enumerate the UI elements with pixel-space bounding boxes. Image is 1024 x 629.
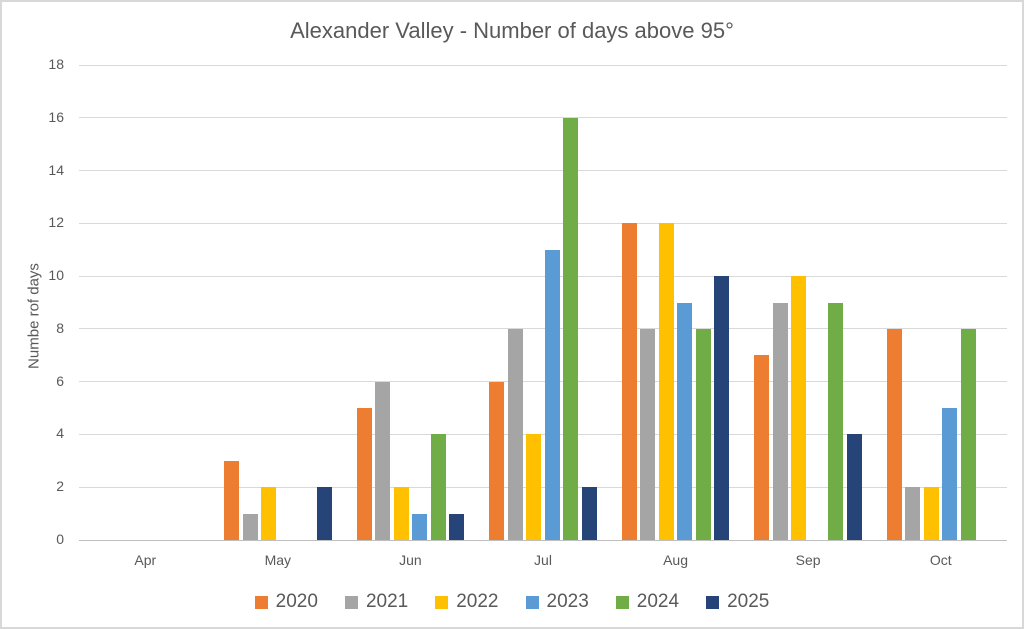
x-tick-label-jun: Jun <box>399 552 422 568</box>
chart-title: Alexander Valley - Number of days above … <box>290 18 734 43</box>
x-tick-label-sep: Sep <box>795 552 821 568</box>
legend-item-2021: 2021 <box>344 591 409 613</box>
bar-2024-sep <box>828 302 844 540</box>
bar-2022-jun <box>393 487 409 540</box>
gridline <box>79 486 1007 488</box>
y-tick-label: 18 <box>48 56 64 72</box>
bar-2025-may <box>316 487 332 540</box>
x-tick-label-apr: Apr <box>134 552 157 568</box>
x-tick-label-oct: Oct <box>929 552 952 568</box>
bar-2022-may <box>261 487 277 540</box>
x-tick-label-jul: Jul <box>534 552 552 568</box>
bar-2024-jun <box>430 434 446 540</box>
bar-2025-sep <box>846 434 862 540</box>
gridline <box>79 433 1007 435</box>
gridline <box>79 64 1007 66</box>
bar-2020-sep <box>754 355 770 540</box>
legend-swatch-icon <box>254 595 268 609</box>
bar-2023-jun <box>412 513 428 540</box>
legend-label: 2024 <box>636 591 680 612</box>
bar-2020-jun <box>356 408 372 540</box>
bar-2021-sep <box>772 302 788 540</box>
bar-2024-jul <box>563 117 579 540</box>
bar-2021-oct <box>905 487 921 540</box>
gridline <box>79 170 1007 172</box>
bar-2023-aug <box>677 302 693 540</box>
bar-2023-jul <box>544 249 560 540</box>
y-tick-label: 14 <box>48 161 64 178</box>
bar-2022-sep <box>791 276 807 540</box>
legend-item-2020: 2020 <box>254 591 318 613</box>
bar-2021-may <box>242 513 258 540</box>
bar-2020-oct <box>886 328 902 540</box>
legend-label: 2025 <box>727 591 770 612</box>
legend-swatch-icon <box>344 595 358 609</box>
bar-2025-aug <box>714 276 730 540</box>
legend-item-2024: 2024 <box>615 591 680 613</box>
bar-2025-jul <box>581 487 597 540</box>
legend-label: 2020 <box>275 591 318 612</box>
y-tick-label: 16 <box>48 108 64 125</box>
bar-2021-aug <box>640 328 656 540</box>
legend-swatch-icon <box>435 595 449 609</box>
bar-2023-oct <box>942 408 958 540</box>
gridline <box>79 117 1007 119</box>
bar-2020-jul <box>489 381 505 540</box>
y-tick-label: 4 <box>56 425 64 442</box>
y-tick-label: 10 <box>48 267 64 284</box>
legend: 2020 2021 2022 2023 2024 2025 <box>2 587 1022 617</box>
bar-2024-oct <box>960 328 976 540</box>
bar-2022-aug <box>658 223 674 540</box>
legend-swatch-icon <box>525 595 539 609</box>
x-axis-line <box>79 539 1007 541</box>
y-tick-label: 12 <box>48 214 64 231</box>
bar-2022-oct <box>923 487 939 540</box>
bar-2021-jul <box>507 328 523 540</box>
bar-2022-jul <box>526 434 542 540</box>
legend-item-2022: 2022 <box>435 591 499 613</box>
bar-2021-jun <box>375 381 391 540</box>
x-tick-label-may: May <box>264 552 292 568</box>
legend-item-2023: 2023 <box>525 591 589 613</box>
bar-2025-jun <box>449 513 465 540</box>
legend-label: 2023 <box>546 591 589 612</box>
gridline <box>79 222 1007 224</box>
bar-2020-aug <box>621 223 637 540</box>
legend-label: 2021 <box>365 591 409 612</box>
legend-item-2025: 2025 <box>706 591 769 613</box>
y-tick-label: 2 <box>56 478 64 495</box>
bar-2020-may <box>224 460 240 540</box>
legend-swatch-icon <box>615 595 629 609</box>
y-tick-label: 0 <box>56 531 64 547</box>
y-tick-label: 8 <box>56 319 64 336</box>
y-tick-label: 6 <box>56 372 64 389</box>
gridline <box>79 328 1007 330</box>
legend-label: 2022 <box>456 591 499 612</box>
gridline <box>79 275 1007 277</box>
bar-2024-aug <box>695 328 711 540</box>
gridline <box>79 381 1007 383</box>
x-tick-label-aug: Aug <box>663 552 689 568</box>
legend-swatch-icon <box>706 595 720 609</box>
